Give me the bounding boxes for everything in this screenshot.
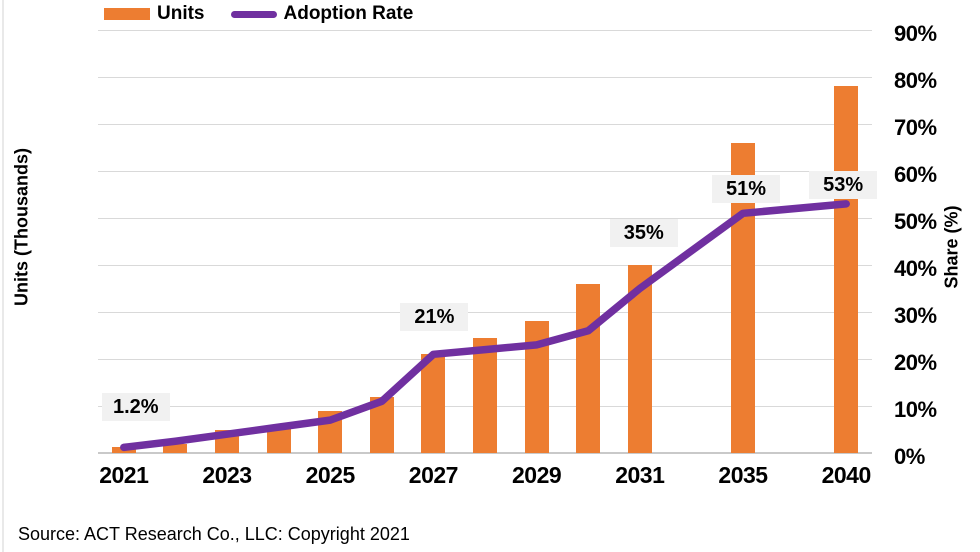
bar-2022	[163, 443, 188, 453]
x-tick-2040: 2040	[821, 462, 872, 488]
gridline-50pct	[98, 218, 872, 219]
y-tick-30%: 30%	[894, 303, 937, 328]
bar-2028	[473, 337, 497, 453]
bar-2027	[421, 354, 446, 453]
point-label-2021: 1.2%	[101, 393, 170, 422]
point-label-2027: 21%	[400, 303, 469, 332]
legend-item-units: Units	[104, 3, 205, 25]
gridline-70pct	[98, 124, 872, 125]
bar-2040	[834, 86, 859, 453]
gridline-80pct	[98, 77, 872, 78]
adoption-rate-line	[120, 200, 850, 452]
units-legend-swatch	[104, 8, 150, 20]
bar-2030	[576, 283, 601, 453]
gridline-40pct	[98, 265, 872, 266]
x-tick-2035: 2035	[718, 462, 768, 488]
y-tick-90%: 90%	[894, 21, 937, 46]
y-tick-70%: 70%	[894, 115, 937, 140]
point-label-2035: 51%	[712, 175, 780, 204]
plot-area: 1.2% 21% 35% 51% 53%	[98, 30, 878, 454]
left-edge-divider	[2, 0, 4, 552]
source-note: Source: ACT Research Co., LLC: Copyright…	[18, 524, 410, 544]
legend-item-adoption-rate: Adoption Rate	[230, 3, 414, 25]
gridline-30pct	[98, 312, 872, 313]
y-tick-50%: 50%	[894, 209, 937, 234]
adoption-rate-legend-swatch	[230, 10, 277, 18]
left-axis-title: Units (Thousands)	[11, 148, 32, 306]
x-tick-2029: 2029	[512, 462, 562, 488]
gridline-90pct	[98, 30, 872, 31]
x-tick-2027: 2027	[408, 462, 459, 488]
legend: Units Adoption Rate	[104, 3, 413, 25]
adoption-rate-legend-label: Adoption Rate	[283, 3, 414, 24]
gridline-60pct	[98, 171, 872, 172]
x-tick-2031: 2031	[615, 462, 665, 488]
y-tick-10%: 10%	[894, 397, 937, 422]
x-tick-2021: 2021	[99, 462, 149, 488]
point-label-2040: 53%	[809, 170, 878, 199]
y-tick-80%: 80%	[894, 68, 937, 93]
units-legend-label: Units	[157, 3, 205, 24]
y-tick-0%: 0%	[894, 444, 925, 469]
y-tick-40%: 40%	[894, 256, 937, 281]
y-tick-20%: 20%	[894, 350, 937, 375]
point-label-2031: 35%	[609, 218, 678, 247]
x-tick-2023: 2023	[202, 462, 252, 488]
y-tick-60%: 60%	[894, 162, 937, 187]
x-axis-line	[98, 452, 872, 454]
x-tick-2025: 2025	[305, 462, 356, 488]
